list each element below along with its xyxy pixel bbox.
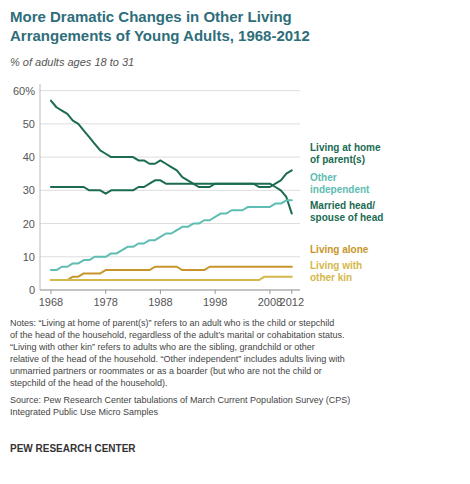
legend-entry-line: Married head/ bbox=[310, 200, 375, 211]
x-tick bbox=[50, 290, 51, 294]
x-tick-label: 1968 bbox=[39, 296, 63, 308]
grid-line bbox=[40, 157, 300, 158]
y-tick-label: 0 bbox=[29, 284, 35, 296]
series-line bbox=[51, 180, 292, 213]
series-line bbox=[51, 101, 292, 187]
legend-entry: Living at homeof parent(s) bbox=[310, 142, 381, 165]
title-line: More Dramatic Changes in Other Living bbox=[10, 8, 292, 25]
y-tick-label: 10 bbox=[23, 251, 35, 263]
series-line bbox=[51, 267, 292, 280]
chart: More Dramatic Changes in Other Living Arr… bbox=[0, 0, 470, 484]
notes-line: Notes: “Living at home of parent(s)” ref… bbox=[10, 318, 334, 328]
x-tick-label: 1988 bbox=[148, 296, 172, 308]
y-tick-label: 20 bbox=[23, 218, 35, 230]
series-line bbox=[51, 200, 292, 270]
x-tick bbox=[269, 290, 270, 294]
branding: PEW RESEARCH CENTER bbox=[10, 443, 136, 454]
source: Source: Pew Research Center tabulations … bbox=[10, 395, 350, 417]
x-tick bbox=[215, 290, 216, 294]
legend-entry-line: Other bbox=[310, 172, 337, 183]
title: More Dramatic Changes in Other Living Arr… bbox=[10, 8, 310, 44]
grid-line bbox=[40, 256, 300, 257]
notes-line: unmarried partners or roommates or as a … bbox=[10, 366, 322, 376]
subtitle-line: % of adults ages 18 to 31 bbox=[10, 56, 134, 68]
x-tick bbox=[105, 290, 106, 294]
notes-line: stepchild of the head of the household). bbox=[10, 378, 168, 388]
legend-entry-line: spouse of head bbox=[310, 212, 383, 223]
legend-entry-line: independent bbox=[310, 184, 370, 195]
x-tick-label: 2008 bbox=[258, 296, 282, 308]
legend-entry-line: Living alone bbox=[310, 244, 369, 255]
series-line bbox=[51, 277, 292, 280]
notes-line: relative of the head of the household. “… bbox=[10, 354, 345, 364]
x-axis-line bbox=[40, 290, 300, 291]
legend-entry: Married head/spouse of head bbox=[310, 200, 383, 223]
notes-line: of the head of the household, regardless… bbox=[10, 330, 345, 340]
subtitle: % of adults ages 18 to 31 bbox=[10, 56, 134, 68]
legend-entry: Otherindependent bbox=[310, 172, 370, 195]
grid-line bbox=[40, 190, 300, 191]
lines bbox=[51, 101, 292, 280]
source-line: Integrated Public Use Micro Samples bbox=[10, 407, 159, 417]
legend-entry: Living alone bbox=[310, 244, 369, 255]
source-line: Source: Pew Research Center tabulations … bbox=[10, 395, 350, 405]
legend-entry-line: other kin bbox=[310, 272, 352, 283]
title-line: Arrangements of Young Adults, 1968-2012 bbox=[10, 27, 310, 44]
grid-line bbox=[40, 223, 300, 224]
x-tick-label: 1998 bbox=[203, 296, 227, 308]
legend-entry: Living withother kin bbox=[310, 260, 362, 283]
y-axis-line bbox=[40, 84, 41, 290]
x-tick-label: 2012 bbox=[280, 296, 304, 308]
y-tick-label: 40 bbox=[23, 151, 35, 163]
grid bbox=[40, 91, 300, 290]
x-tick bbox=[291, 290, 292, 294]
x-tick bbox=[160, 290, 161, 294]
y-tick-label: 50 bbox=[23, 118, 35, 130]
legend-entry-line: Living with bbox=[310, 260, 362, 271]
legend-entry-line: of parent(s) bbox=[310, 154, 365, 165]
legend-entry-line: Living at home bbox=[310, 142, 381, 153]
grid-line bbox=[40, 290, 300, 291]
y-tick-label: 30 bbox=[23, 184, 35, 196]
notes: Notes: “Living at home of parent(s)” ref… bbox=[10, 318, 345, 388]
branding-line: PEW RESEARCH CENTER bbox=[10, 443, 136, 454]
y-tick-label: 60% bbox=[13, 85, 35, 97]
x-tick-label: 1978 bbox=[93, 296, 117, 308]
grid-line bbox=[40, 90, 300, 91]
notes-line: “Living with other kin” refers to adults… bbox=[10, 342, 315, 352]
